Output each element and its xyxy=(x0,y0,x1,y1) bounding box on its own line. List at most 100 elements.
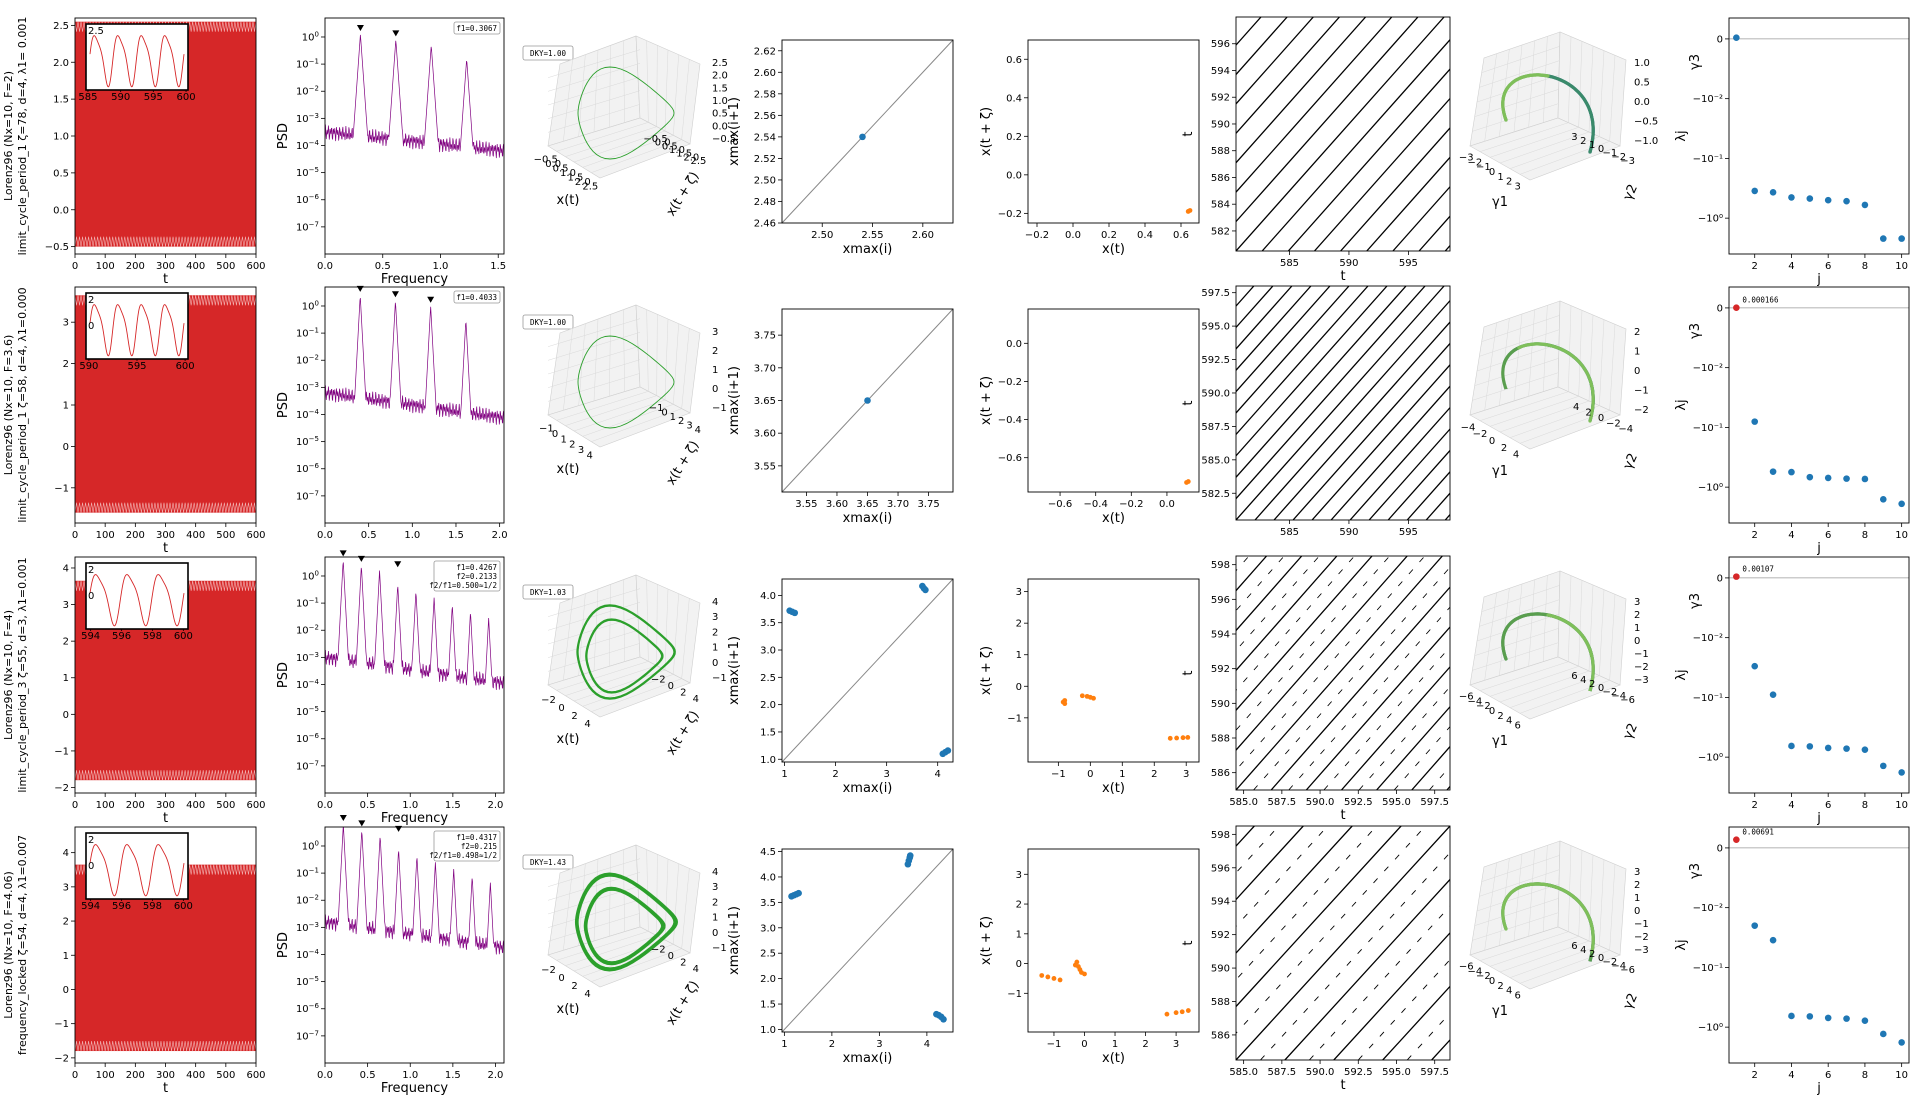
z3d-tick-label: −1 xyxy=(712,943,727,954)
y-tick-label: 1.5 xyxy=(760,727,776,738)
x-tick-label: 2.0 xyxy=(492,530,508,541)
y-tick-label: 3 xyxy=(63,882,69,893)
x3d-tick-label: 3 xyxy=(1515,182,1521,193)
inset-y-tick-label: 2 xyxy=(88,835,94,846)
x-tick-label: 600 xyxy=(246,261,265,272)
grid-line xyxy=(1479,122,1569,152)
lyapunov-point xyxy=(1788,1012,1795,1020)
grid-line xyxy=(681,598,690,679)
y-tick-label: −1 xyxy=(54,1019,69,1030)
z3d-tick-label: −1 xyxy=(1634,386,1649,397)
row-3: Lorenz96 (Nx=10, F=4) limit_cycle_period_… xyxy=(2,550,1910,826)
x-tick-label: 0 xyxy=(1087,769,1093,780)
y-tick-label: 598 xyxy=(1211,560,1230,571)
x-tick-label: 10 xyxy=(1895,800,1908,811)
grid-line xyxy=(547,602,641,631)
grid-line xyxy=(1489,666,1579,697)
grid-line xyxy=(1509,945,1600,978)
spacetime-stripe-dashed xyxy=(1236,826,1280,874)
attractor-trajectory xyxy=(585,618,664,694)
inset-x-tick-label: 585 xyxy=(78,92,97,103)
x-tick-label: 587.5 xyxy=(1268,797,1297,808)
y-tick-label: 594 xyxy=(1211,897,1230,908)
x3d-tick-label: 2 xyxy=(1501,443,1507,454)
spacetime-stripe xyxy=(1236,286,1331,393)
grid-line xyxy=(556,661,649,691)
embedding-ylabel: γ2 xyxy=(1621,451,1641,472)
spacetime-stripe xyxy=(1236,17,1367,164)
spacetime-stripe-dashed xyxy=(722,826,936,1060)
x-tick-label: 600 xyxy=(246,530,265,541)
x-tick-label: 400 xyxy=(186,800,205,811)
grid-line xyxy=(547,49,641,78)
z3d-tick-label: 2 xyxy=(712,897,718,908)
grid-line xyxy=(1588,584,1594,672)
x-tick-label: 1 xyxy=(781,1039,787,1050)
grid-line xyxy=(1509,405,1600,438)
inset-y-tick-label: 0 xyxy=(88,861,94,872)
y3d-tick-label: 4 xyxy=(693,694,699,705)
spacetime-stripe-dashed xyxy=(1236,556,1320,652)
spacetime-stripe-dashed xyxy=(967,826,1181,1060)
y-tick-label: 2 xyxy=(1016,619,1022,630)
y-tick-label: 10−1 xyxy=(296,58,319,71)
y-tick-label: 590 xyxy=(1211,119,1230,130)
y-tick-label: 1.5 xyxy=(760,1000,776,1011)
z3d-tick-label: 1 xyxy=(712,365,718,376)
lyapunov-point xyxy=(1898,235,1905,242)
y3d-tick-label: 0.5 xyxy=(662,141,678,152)
x-tick-label: 3 xyxy=(876,1039,882,1050)
y3d-tick-label: 4 xyxy=(1580,675,1586,686)
y-tick-label: 587.5 xyxy=(1201,422,1230,433)
spacetime-stripe-dashed xyxy=(1309,905,1450,1060)
inset-x-tick-label: 590 xyxy=(79,361,98,372)
x-tick-label: 0.5 xyxy=(360,800,376,811)
psd-clip xyxy=(325,298,504,425)
grid-line xyxy=(591,678,682,712)
y3d-tick-label: 0 xyxy=(668,681,674,692)
y-tick-label: 1.0 xyxy=(760,1025,776,1036)
y-tick-label: 2.46 xyxy=(754,219,776,230)
return-map-ylabel: xmax(i+1) xyxy=(727,366,742,435)
section-xlabel: x(t) xyxy=(1102,781,1125,796)
spacetime-stripe xyxy=(1774,826,1918,1060)
x3d-tick-label: 2 xyxy=(1497,981,1503,992)
spacetime-stripe-dashed xyxy=(1701,826,1915,1060)
axes-frame xyxy=(324,556,505,794)
lyapunov-point xyxy=(1751,922,1759,929)
y-tick-label: 10−1 xyxy=(296,597,319,610)
grid-line xyxy=(565,935,657,966)
psd-annotation: f2/f1=0.500≈1/2 xyxy=(429,581,497,590)
embedding-ylabel: γ2 xyxy=(1621,721,1641,742)
spacetime-stripe xyxy=(1236,286,1274,329)
spacetime-panel: 585 590 595 582 584 586 588 590 592 594 596 t t xyxy=(1181,16,1451,284)
x3d-tick-label: 6 xyxy=(1515,721,1521,732)
x3d-tick-label: 1 xyxy=(560,434,566,445)
z3d-tick-label: 2 xyxy=(712,627,718,638)
tick-exponent: −5 xyxy=(309,166,319,174)
x3d-tick-label: −4 xyxy=(1467,966,1482,977)
y3d-tick-label: 0 xyxy=(1598,413,1604,424)
inset-x-tick-label: 594 xyxy=(81,901,100,912)
spacetime-stripe xyxy=(1254,299,1450,520)
y-tick-label: 0 xyxy=(63,985,69,996)
x-tick-label: 600 xyxy=(246,800,265,811)
tick-exponent: −3 xyxy=(309,112,319,120)
grid-line xyxy=(1609,864,1616,951)
x-tick-label: 2 xyxy=(829,1039,835,1050)
lyapunov-point xyxy=(1879,762,1887,770)
spacetime-panel: 585.0 587.5 590.0 592.5 595.0 597.5 586 588 590 5… xyxy=(722,825,1918,1093)
grid-line xyxy=(673,593,679,675)
x-tick-label: 0.4 xyxy=(1137,230,1153,241)
y3d-tick-label: 6 xyxy=(1571,941,1577,952)
y3d-tick-label: −6 xyxy=(1620,965,1635,976)
spacetime-stripe-dashed xyxy=(972,556,1178,790)
x3d-tick-label: −1 xyxy=(1476,162,1491,173)
section-point xyxy=(1179,1009,1185,1015)
z3d-tick-label: 1 xyxy=(1634,893,1640,904)
spacetime-stripe xyxy=(1236,826,1353,954)
timeseries-inset: 590 595 600 2 0 xyxy=(79,292,195,372)
y-tick-label: 100 xyxy=(302,569,319,582)
z3d-tick-label: 1 xyxy=(712,643,718,654)
